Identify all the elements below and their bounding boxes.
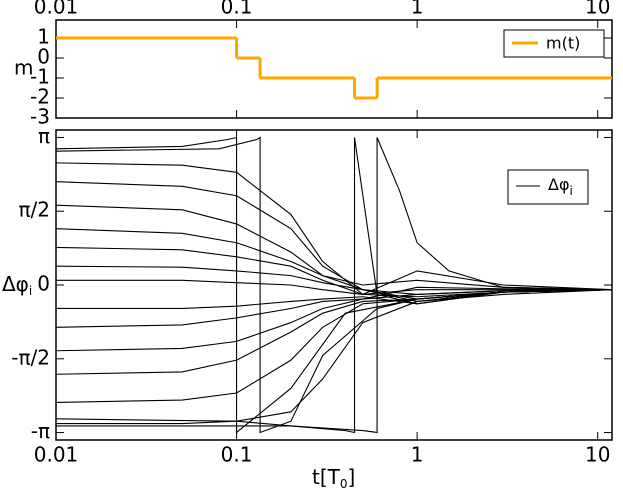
legend-label: m(t) [546, 34, 580, 53]
y-tick-label: 0 [37, 272, 50, 296]
x-axis-label-part: 0 [340, 477, 348, 490]
x-axis-label: t[T0] [312, 465, 355, 490]
legend-label: Δφi [548, 175, 573, 198]
y-tick-label: -π [31, 419, 50, 443]
y-axis-label-part: i [29, 284, 32, 298]
curve [56, 289, 612, 310]
y-tick-label: 0 [37, 45, 50, 69]
curve [56, 286, 612, 352]
curve [56, 289, 612, 328]
x-tick-label: 1 [411, 0, 424, 19]
y-tick-label: 1 [37, 25, 50, 49]
curve [56, 265, 612, 302]
curve [56, 137, 612, 434]
plot-frame [55, 19, 613, 119]
legend-label-part: i [570, 184, 573, 198]
curve [56, 204, 612, 295]
y-tick-label: -3 [30, 105, 50, 129]
y-axis-label-part: Δφ [2, 272, 29, 296]
y-tick-label: π [38, 124, 50, 148]
x-axis-label-part: t[T [312, 465, 341, 489]
x-tick-label: 0.1 [221, 0, 253, 19]
x-tick-label: 10 [585, 0, 610, 19]
x-tick-label: 0.1 [221, 443, 253, 467]
y-axis-label: m [14, 56, 33, 80]
y-tick-label: -2 [30, 85, 50, 109]
plot-area [56, 36, 612, 100]
curve [56, 162, 612, 298]
x-tick-label: 10 [585, 443, 610, 467]
curve [56, 289, 612, 375]
y-axis-label: Δφi [2, 272, 32, 298]
curve [56, 289, 612, 403]
curve [56, 228, 612, 291]
curve [56, 279, 612, 295]
x-tick-label: 0.01 [34, 443, 79, 467]
curve [56, 246, 612, 295]
x-tick-label: 0.01 [34, 0, 79, 19]
x-axis-label-part: ] [348, 465, 356, 489]
y-tick-label: -π/2 [11, 345, 50, 369]
legend-box [507, 169, 589, 205]
legend-label-part: Δφ [548, 175, 570, 194]
x-tick-label: 1 [411, 443, 424, 467]
curve [56, 289, 612, 425]
y-tick-label: -1 [30, 65, 50, 89]
y-tick-label: π/2 [18, 198, 50, 222]
plot-area [56, 136, 612, 434]
